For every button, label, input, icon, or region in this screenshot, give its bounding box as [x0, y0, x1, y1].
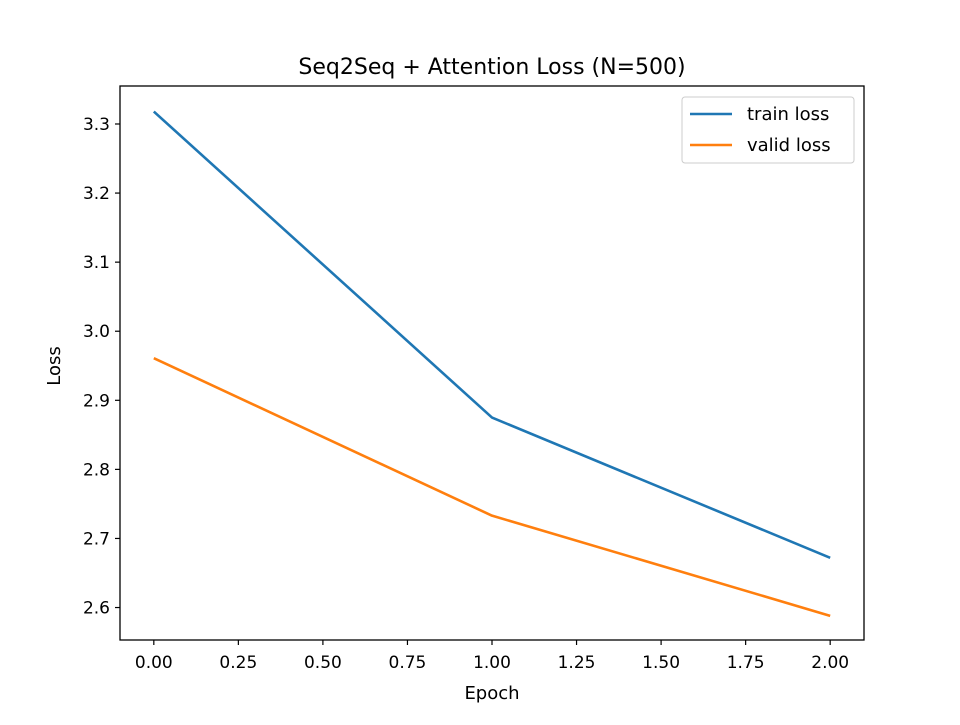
- y-tick-label: 3.0: [83, 322, 110, 342]
- x-tick-label: 0.00: [135, 653, 173, 673]
- x-axis-label: Epoch: [464, 683, 519, 704]
- chart-title: Seq2Seq + Attention Loss (N=500): [298, 55, 685, 80]
- x-tick-label: 1.50: [642, 653, 680, 673]
- y-tick-label: 2.9: [83, 391, 110, 411]
- y-tick-label: 2.7: [83, 529, 110, 549]
- x-tick-label: 2.00: [811, 653, 849, 673]
- x-tick-label: 1.75: [727, 653, 765, 673]
- series-line-valid-loss: [153, 356, 831, 618]
- x-tick-label: 1.25: [558, 653, 596, 673]
- series-line-train-loss: [152, 110, 831, 560]
- y-tick-label: 3.1: [83, 253, 110, 273]
- y-tick-label: 2.6: [83, 599, 110, 619]
- legend-label-train-loss: train loss: [747, 104, 829, 125]
- y-tick-label: 3.3: [83, 115, 110, 135]
- x-tick-label: 0.50: [304, 653, 342, 673]
- x-tick-label: 1.00: [473, 653, 511, 673]
- x-tick-label: 0.25: [219, 653, 257, 673]
- y-tick-label: 2.8: [83, 460, 110, 480]
- x-tick-label: 0.75: [389, 653, 427, 673]
- y-tick-label: 3.2: [83, 184, 110, 204]
- legend-label-valid-loss: valid loss: [747, 135, 831, 156]
- y-axis-label: Loss: [44, 346, 65, 385]
